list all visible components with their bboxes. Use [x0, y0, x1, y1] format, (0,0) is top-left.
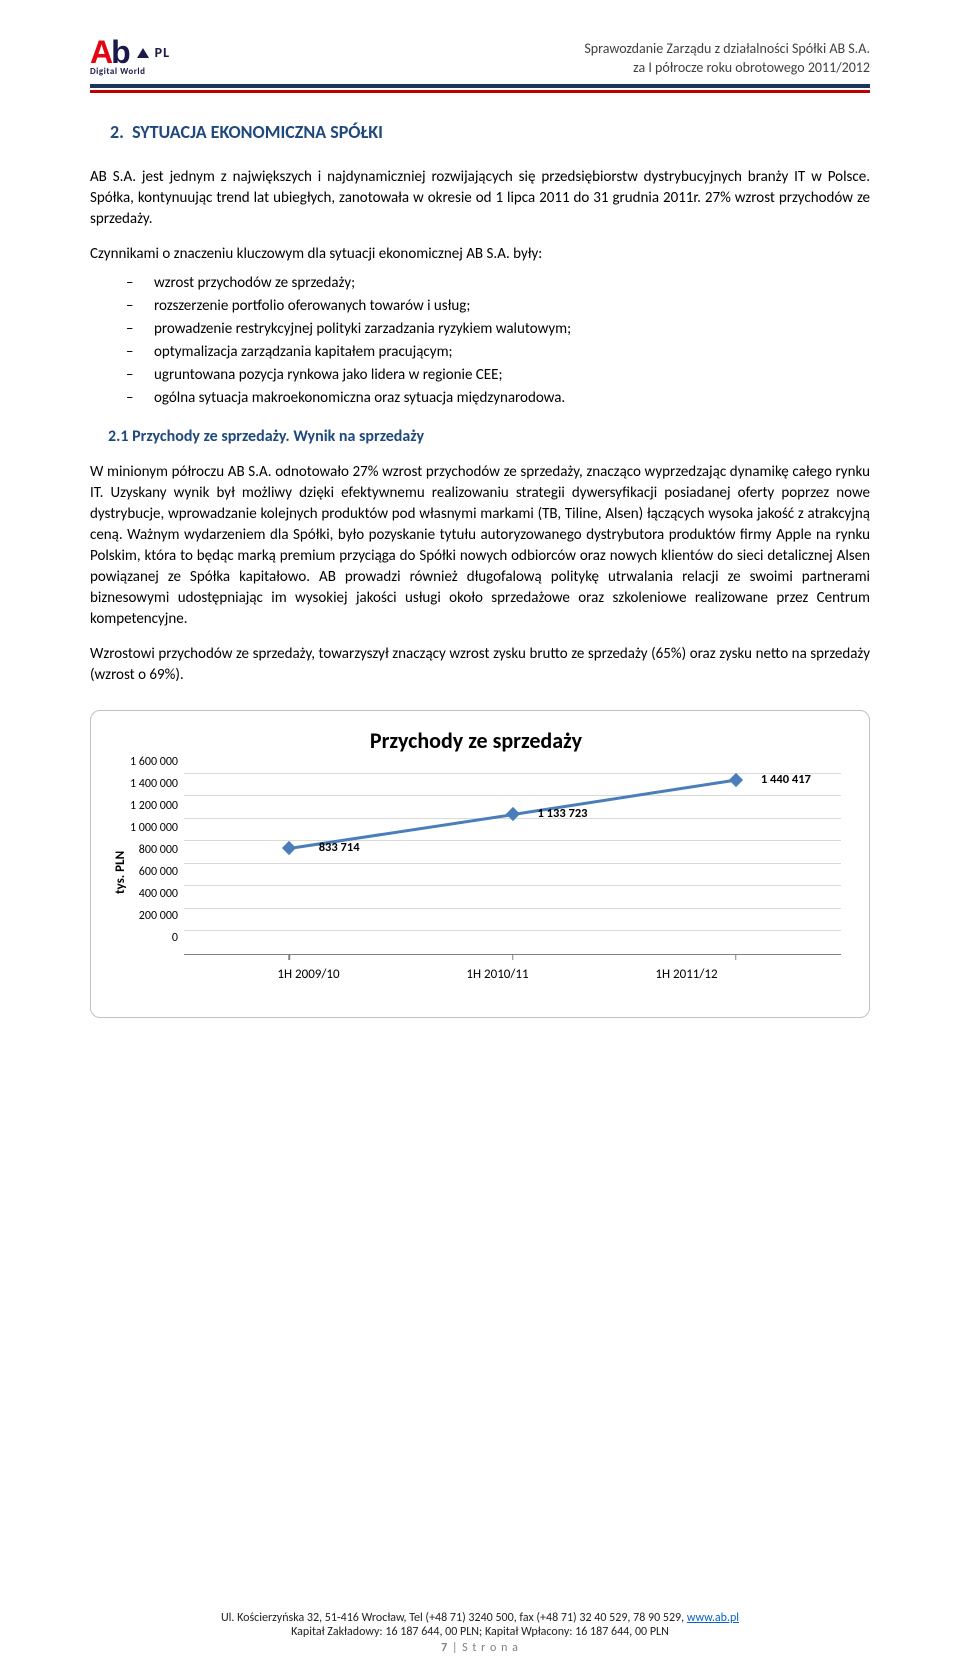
bullet-item: rozszerzenie portfolio oferowanych towar… — [126, 296, 870, 317]
bullet-item: wzrost przychodów ze sprzedaży; — [126, 273, 870, 294]
chart-y-ticks: 1 600 000 1 400 000 1 200 000 1 000 000 … — [130, 755, 184, 945]
para-3: W minionym półroczu AB S.A. odnotowało 2… — [90, 462, 870, 630]
chart-data-label: 833 714 — [319, 840, 360, 855]
footer-link[interactable]: www.ab.pl — [687, 1611, 739, 1625]
chart-marker — [505, 807, 519, 821]
chart-title: Przychody ze sprzedaży — [111, 727, 841, 754]
section-heading-2: 2. SYTUACJA EKONOMICZNA SPÓŁKI — [110, 121, 870, 143]
para-4: Wzrostowi przychodów ze sprzedaży, towar… — [90, 644, 870, 686]
chart-data-label: 1 133 723 — [538, 806, 588, 821]
chart-data-label: 1 440 417 — [761, 772, 811, 787]
page-footer: Ul. Kościerzyńska 32, 51-416 Wrocław, Te… — [90, 1611, 870, 1655]
bullet-item: ogólna sytuacja makroekonomiczna oraz sy… — [126, 388, 870, 409]
bullet-item: ugruntowana pozycja rynkowa jako lidera … — [126, 365, 870, 386]
chart-plot-area: 833 714 1 133 723 1 440 417 — [184, 762, 841, 955]
chart-y-label: tys. PLN — [111, 762, 130, 982]
header-rule-blue — [90, 84, 870, 88]
chart-x-ticks: 1H 2009/10 1H 2010/11 1H 2011/12 — [184, 967, 841, 982]
para-2: Czynnikami o znaczeniu kluczowym dla syt… — [90, 244, 870, 265]
bullet-item: prowadzenie restrykcyjnej polityki zarza… — [126, 319, 870, 340]
chart-marker — [282, 841, 296, 855]
header-text: Sprawozdanie Zarządu z działalności Spół… — [584, 40, 870, 78]
header-rule-red — [90, 90, 870, 93]
bullet-list: wzrost przychodów ze sprzedaży; rozszerz… — [126, 273, 870, 409]
revenue-chart: Przychody ze sprzedaży tys. PLN 1 600 00… — [90, 710, 870, 1018]
logo: Ab PL Digital World — [90, 40, 250, 77]
chart-marker — [729, 773, 743, 787]
bullet-item: optymalizacja zarządzania kapitałem prac… — [126, 342, 870, 363]
para-1: AB S.A. jest jednym z największych i naj… — [90, 167, 870, 230]
subsection-heading-2-1: 2.1 Przychody ze sprzedaży. Wynik na spr… — [108, 427, 870, 446]
